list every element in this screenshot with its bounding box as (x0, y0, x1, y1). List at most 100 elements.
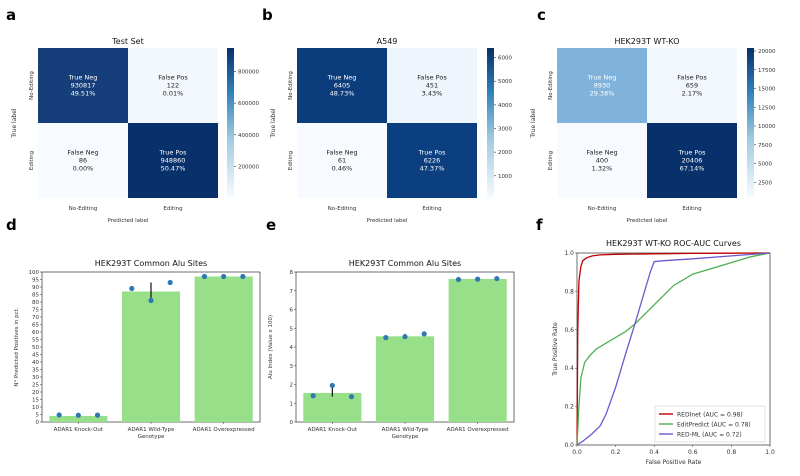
cell-count: 61 (338, 157, 346, 165)
replicate-point (56, 412, 62, 418)
cell-label: True Neg (68, 74, 98, 82)
x-tick-label: 0.0 (572, 449, 582, 456)
colorbar-tick-label: 600000 (238, 101, 259, 107)
colorbar-tick-label: 10000 (758, 124, 776, 130)
y-tick-label: 4 (290, 345, 294, 351)
x-axis-label: Predicted label (108, 218, 149, 224)
colorbar-tick-label: 800000 (238, 70, 259, 76)
matrix-cell (387, 48, 477, 123)
x-axis-label: Predicted label (367, 218, 408, 224)
bar (375, 336, 435, 422)
y-tick-label: 3 (290, 364, 294, 370)
y-axis-label: True Positive Rate (552, 322, 559, 377)
colorbar-tick-label: 2000 (498, 150, 512, 156)
x-axis-label: False Positive Rate (646, 459, 702, 466)
cell-percent: 1.32% (592, 165, 613, 173)
x-tick-label: No-Editing (69, 206, 98, 212)
y-axis-label: True label (270, 108, 277, 138)
x-tick-label: 0.2 (611, 449, 621, 456)
y-tick-label: 60 (32, 330, 39, 336)
panel-title: HEK293T Common Alu Sites (95, 259, 207, 268)
x-tick-label: ADAR1 Wild-Type (128, 427, 175, 433)
x-tick-label: ADAR1 Knock-Out (308, 427, 358, 433)
cell-percent: 3.43% (422, 90, 443, 98)
cell-count: 948860 (161, 157, 186, 165)
x-axis-label: Genotype (138, 434, 165, 440)
legend-label: RED-ML (AUC = 0.72) (677, 432, 742, 439)
cell-label: True Neg (327, 74, 357, 82)
y-tick-label: 1.0 (564, 250, 574, 257)
replicate-point (94, 412, 101, 418)
matrix-cell (387, 123, 477, 198)
colorbar-tick-label: 200000 (238, 164, 259, 170)
y-tick-label: 0.8 (564, 288, 574, 295)
matrix-cell (647, 123, 737, 198)
x-axis-label: Genotype (392, 434, 419, 440)
cell-percent: 29.38% (590, 90, 615, 98)
replicate-point (329, 382, 335, 389)
legend-label: EditPredict (AUC = 0.78) (677, 422, 751, 429)
y-axis-label: Alu Index (Value x 100) (268, 315, 274, 379)
replicate-point (129, 285, 135, 292)
x-tick-label: Editing (163, 206, 182, 212)
replicate-point (167, 279, 173, 286)
colorbar-tick-label: 6000 (498, 56, 512, 62)
colorbar-tick-label: 5000 (758, 162, 772, 168)
y-tick-label: 6 (290, 308, 294, 314)
y-axis-label: N° Predicted Positives in pct. (14, 307, 20, 386)
colorbar-tick-label: 17500 (758, 68, 776, 74)
colorbar (487, 48, 494, 198)
y-axis-label: True label (11, 108, 18, 138)
panel-title: A549 (377, 37, 398, 46)
cell-label: False Neg (586, 149, 617, 157)
y-tick-label: 80 (32, 300, 39, 306)
x-axis-label: Predicted label (627, 218, 668, 224)
y-axis-label: True label (530, 108, 537, 138)
matrix-cell (38, 123, 128, 198)
cell-label: False Neg (326, 149, 357, 157)
cell-percent: 2.17% (682, 90, 703, 98)
panel-letter: d (6, 216, 17, 234)
roc-panel: f HEK293T WT-KO ROC-AUC Curves 0.00.0 0.2 0.… (536, 216, 775, 466)
y-tick-label: 15 (32, 398, 39, 404)
y-tick-label: 5 (290, 326, 294, 332)
cell-count: 6226 (424, 157, 441, 165)
matrix-cell (557, 48, 647, 123)
colorbar-tick-label: 4000 (498, 103, 512, 109)
cell-label: False Pos (158, 74, 188, 82)
x-tick-label: ADAR1 Overexpressed (447, 427, 509, 433)
y-tick-label: 0.6 (564, 327, 574, 334)
y-tick-label: No-Editing (29, 71, 35, 100)
y-tick-label: 2 (290, 383, 294, 389)
cell-label: True Pos (418, 149, 447, 157)
colorbar-tick-label: 12500 (758, 105, 776, 111)
cell-count: 930817 (71, 82, 96, 90)
colorbar (747, 48, 754, 198)
replicate-point (240, 273, 246, 280)
y-tick-label: 0 (290, 420, 294, 426)
y-tick-label: 1 (290, 401, 294, 407)
panel-title: HEK293T Common Alu Sites (349, 259, 461, 268)
legend (654, 405, 766, 443)
bar (49, 416, 108, 422)
y-tick-label: Editing (29, 151, 35, 170)
colorbar-tick-label: 3000 (498, 127, 512, 133)
y-tick-label: 90 (32, 285, 39, 291)
cell-percent: 0.00% (73, 165, 94, 173)
y-tick-label: 0.0 (564, 442, 574, 449)
y-tick-label: 8 (290, 270, 294, 276)
cell-percent: 67.14% (680, 165, 705, 173)
y-tick-label: 65 (32, 323, 39, 329)
replicate-point (475, 276, 481, 282)
colorbar-tick-label: 1000 (498, 174, 512, 180)
y-tick-label: 100 (29, 270, 40, 276)
replicate-point (221, 273, 227, 280)
colorbar-tick-label: 7500 (758, 143, 772, 149)
replicate-point (494, 275, 500, 282)
cell-label: False Pos (417, 74, 447, 82)
x-tick-label: Editing (682, 206, 701, 212)
y-tick-label: 50 (32, 345, 39, 351)
colorbar-tick-label: 2500 (758, 180, 772, 186)
matrix-cell (297, 48, 387, 123)
